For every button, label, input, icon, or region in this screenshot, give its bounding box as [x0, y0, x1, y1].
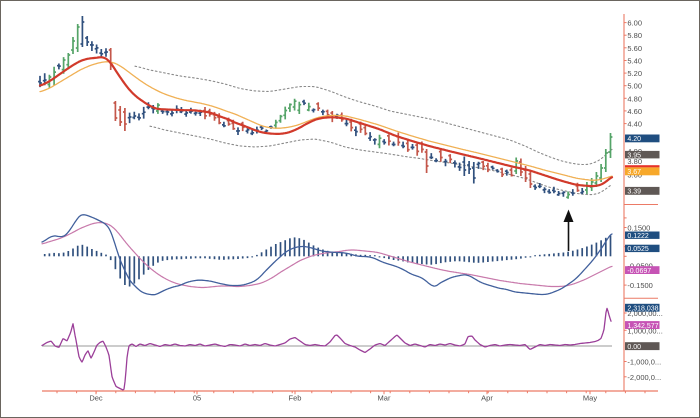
svg-text:-2,000,0...: -2,000,0...	[627, 373, 661, 382]
svg-text:-0.1500: -0.1500	[627, 281, 652, 290]
svg-text:5.80: 5.80	[627, 31, 642, 40]
svg-text:5.60: 5.60	[627, 44, 642, 53]
svg-text:4.20: 4.20	[627, 136, 641, 143]
svg-text:4.40: 4.40	[627, 120, 642, 129]
svg-text:5.00: 5.00	[627, 82, 642, 91]
svg-text:Apr: Apr	[481, 394, 493, 403]
svg-text:Dec: Dec	[89, 394, 103, 403]
svg-text:3.67: 3.67	[627, 169, 641, 176]
svg-text:5.40: 5.40	[627, 57, 642, 66]
svg-text:1,000,00...: 1,000,00...	[627, 326, 662, 335]
svg-text:3.39: 3.39	[627, 189, 641, 196]
svg-text:2,000,00...: 2,000,00...	[627, 309, 662, 318]
svg-text:-1,000,0...: -1,000,0...	[627, 358, 661, 367]
svg-text:4.80: 4.80	[627, 94, 642, 103]
svg-text:0.1500: 0.1500	[627, 224, 650, 233]
svg-text:-0.0697: -0.0697	[627, 268, 651, 275]
svg-text:May: May	[583, 394, 597, 403]
svg-text:0.0525: 0.0525	[627, 246, 649, 253]
svg-text:4.60: 4.60	[627, 107, 642, 116]
svg-text:3.80: 3.80	[627, 157, 642, 166]
svg-text:-0.0500: -0.0500	[627, 262, 652, 271]
svg-text:1,342,577: 1,342,577	[627, 323, 658, 330]
svg-text:0.1222: 0.1222	[627, 233, 649, 240]
svg-text:05: 05	[193, 394, 201, 403]
svg-text:Feb: Feb	[289, 394, 302, 403]
svg-text:0.00: 0.00	[627, 344, 641, 351]
svg-text:Mar: Mar	[378, 394, 391, 403]
svg-text:5.20: 5.20	[627, 69, 642, 78]
svg-text:3.95: 3.95	[627, 152, 641, 159]
svg-text:2,318,038: 2,318,038	[627, 305, 658, 312]
svg-text:6.00: 6.00	[627, 19, 642, 28]
